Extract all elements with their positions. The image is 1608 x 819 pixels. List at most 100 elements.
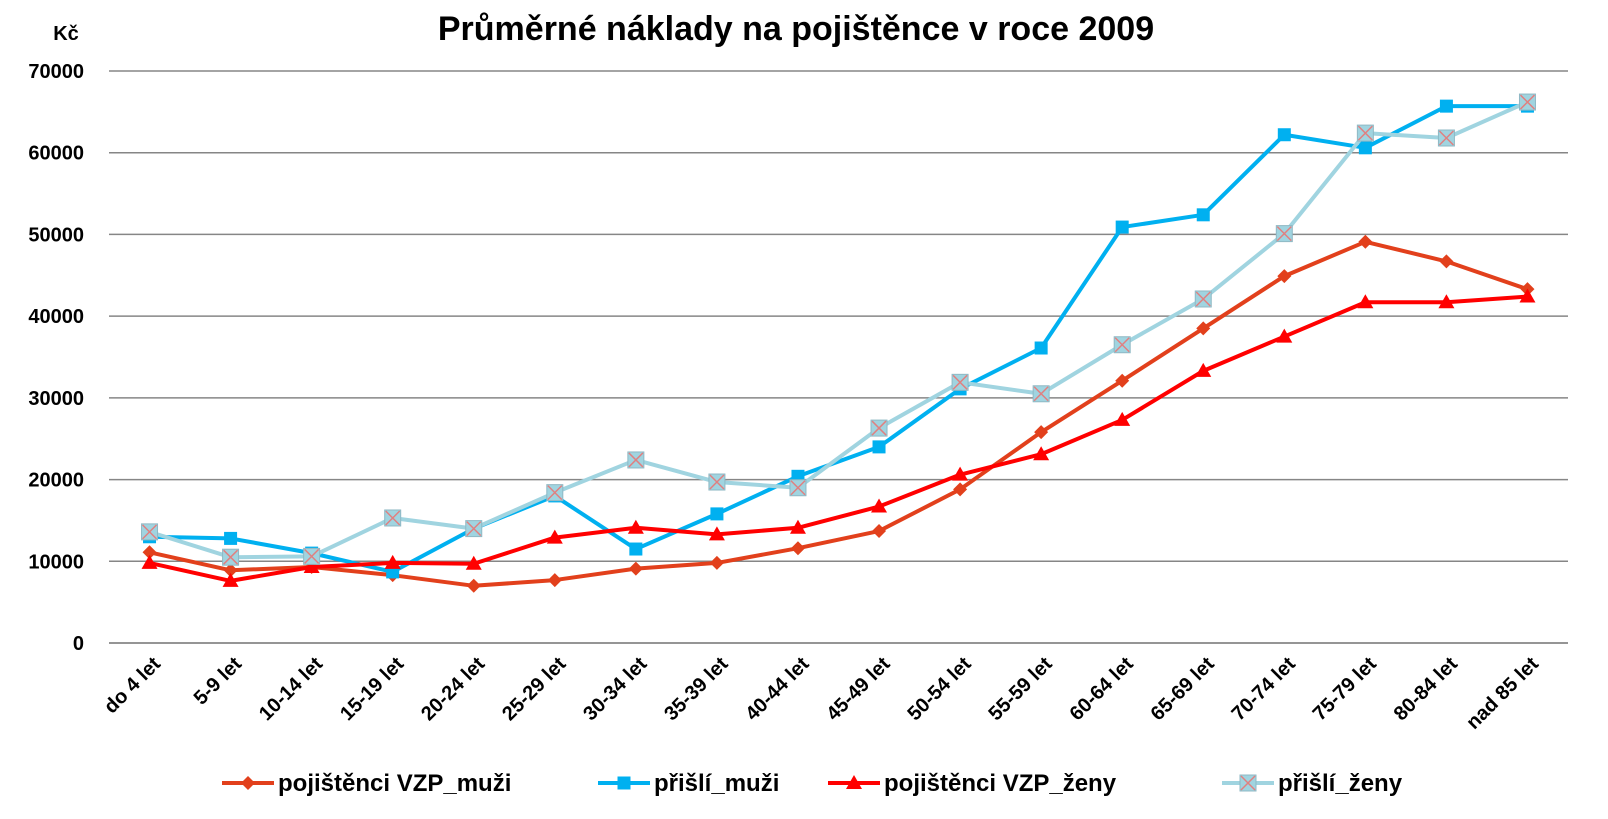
marker [1518, 93, 1536, 111]
marker [1115, 373, 1130, 388]
marker [1357, 294, 1374, 309]
x-tick-label: 35-39 let [660, 653, 732, 725]
marker [303, 559, 320, 574]
x-tick-label: 15-19 let [336, 653, 408, 725]
x-tick-label: 30-34 let [579, 653, 651, 725]
y-tick-label: 20000 [28, 470, 84, 492]
marker [1115, 220, 1129, 234]
marker-x [790, 480, 806, 496]
marker [465, 555, 482, 570]
marker [1358, 234, 1373, 249]
marker [789, 479, 807, 497]
x-tick-label: 70-74 let [1228, 653, 1300, 725]
y-tick-label: 60000 [28, 143, 84, 165]
y-tick-label: 40000 [28, 306, 84, 328]
x-tick-label: 60-64 let [1066, 653, 1138, 725]
marker [466, 578, 481, 593]
marker-x [1519, 94, 1536, 110]
chart-title: Průměrné náklady na pojištěnce v roce 20… [438, 10, 1154, 48]
marker [708, 526, 725, 541]
marker [546, 529, 563, 544]
legend-label: pojištěnci VZP_muži [278, 770, 511, 797]
marker [547, 573, 562, 588]
marker [1277, 128, 1291, 142]
marker [1275, 225, 1293, 243]
marker [1277, 269, 1292, 284]
marker-x [871, 420, 887, 436]
marker [628, 561, 643, 576]
marker [846, 775, 862, 789]
line [148, 100, 1529, 560]
y-tick-label: 10000 [28, 551, 84, 573]
marker [627, 519, 644, 534]
legend-label: pojištěnci VZP_ženy [884, 770, 1117, 797]
line [149, 239, 1529, 588]
marker [871, 498, 888, 513]
marker [1439, 99, 1453, 113]
x-tick-label: 40-44 let [741, 653, 813, 725]
marker-x [385, 510, 401, 526]
marker [708, 473, 726, 491]
y-tick-label: 30000 [28, 388, 84, 410]
marker [1033, 446, 1050, 461]
marker-x [628, 452, 644, 468]
x-tick-label: 45-49 let [822, 653, 894, 725]
marker-x [952, 374, 968, 390]
x-tick-label: 20-24 let [417, 653, 489, 725]
legend-label: přišlí_muži [654, 770, 779, 797]
y-tick-label: 70000 [28, 61, 84, 83]
marker [1195, 362, 1212, 377]
marker-x [1240, 775, 1256, 791]
marker [952, 466, 969, 481]
x-tick-label: 75-79 let [1309, 653, 1381, 725]
y-axis-label: Kč [53, 23, 79, 45]
y-tick-label: 0 [73, 633, 84, 655]
marker [710, 507, 724, 521]
marker [142, 545, 157, 560]
marker [1114, 411, 1131, 426]
marker [1358, 141, 1372, 155]
marker [141, 554, 158, 569]
marker-x [466, 521, 482, 537]
marker [384, 509, 402, 527]
marker-x [1033, 386, 1049, 402]
marker-x [1276, 226, 1292, 242]
marker [1034, 425, 1049, 440]
marker [872, 440, 886, 454]
marker [222, 548, 240, 566]
marker [1239, 774, 1257, 792]
marker [870, 419, 888, 437]
marker [303, 547, 321, 565]
marker [1519, 288, 1536, 303]
marker [1032, 385, 1050, 403]
marker-x [547, 485, 563, 501]
marker [384, 554, 401, 569]
x-tick-label: 50-54 let [903, 653, 975, 725]
marker [222, 572, 239, 587]
marker-x [1195, 291, 1211, 307]
marker-x [1438, 130, 1454, 146]
marker [1034, 341, 1048, 355]
x-tick-label: 65-69 let [1147, 653, 1219, 725]
marker-x [304, 548, 320, 564]
marker [241, 776, 255, 790]
marker-x [1357, 125, 1373, 141]
marker [789, 519, 806, 534]
marker [1196, 208, 1210, 222]
marker-x [223, 549, 239, 565]
legend-label: přišlí_ženy [1278, 770, 1403, 797]
marker-x [141, 524, 158, 540]
line [149, 104, 1528, 574]
x-tick-label: nad 85 let [1462, 653, 1543, 734]
marker [465, 520, 483, 538]
marker [546, 484, 564, 502]
marker [951, 373, 969, 391]
marker-x [709, 474, 725, 490]
line [149, 294, 1528, 583]
marker [1113, 336, 1131, 354]
marker [223, 563, 238, 578]
x-tick-label: 5-9 let [190, 653, 247, 710]
marker [617, 776, 631, 790]
marker [709, 555, 724, 570]
marker [790, 541, 805, 556]
